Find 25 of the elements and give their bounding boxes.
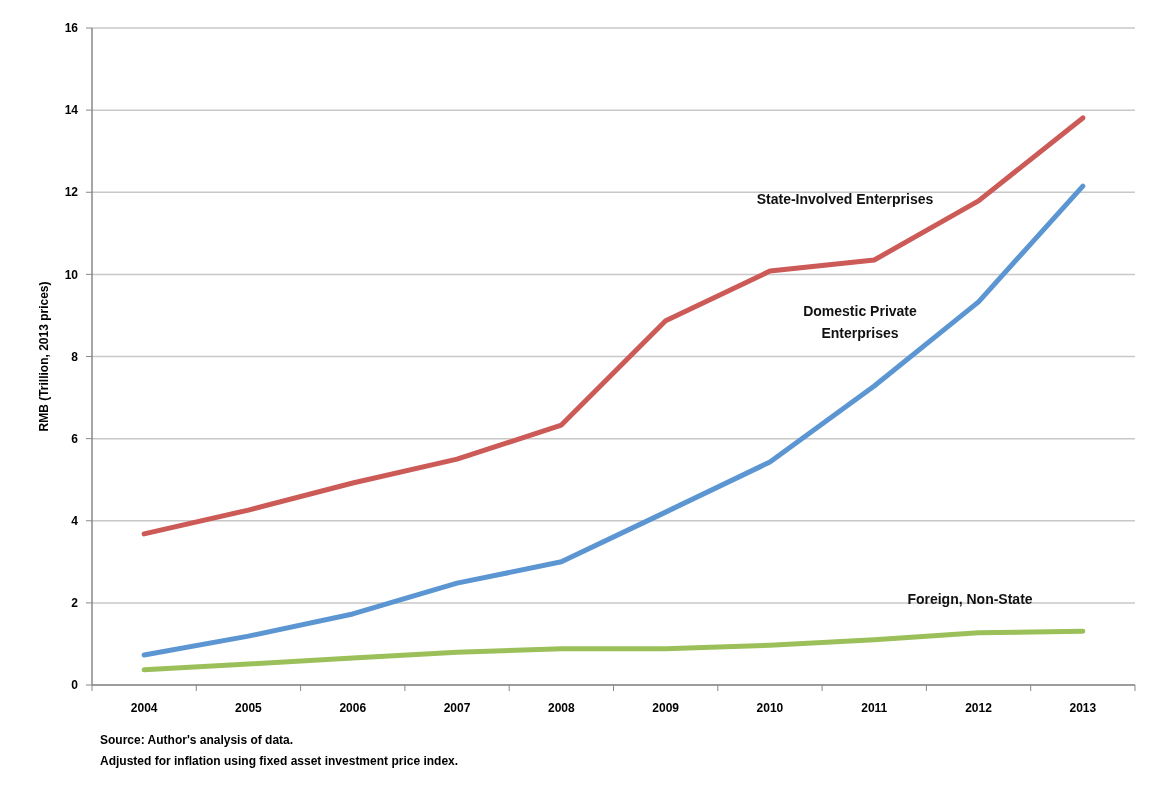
x-tick-label: 2010 [756,701,784,715]
y-tick-label: 4 [71,513,79,528]
y-tick-label: 16 [64,21,79,36]
series-label: Foreign, Non-State [907,591,1033,607]
text: Adjusted for inflation using fixed asset investment price index. [100,754,459,768]
x-tick-label: 2007 [443,701,471,715]
y-tick-label: 8 [71,349,79,364]
y-tick-label: 6 [71,431,79,446]
y-axis-title: RMB (Trillion, 2013 prices) [37,281,51,432]
source-note: Source: Author's analysis of data. [100,733,294,747]
y-tick-label: 14 [64,103,79,118]
x-tick-label: 2013 [1069,701,1097,715]
series-label: Domestic Private Enterprises [803,303,918,341]
y-tick-label: 10 [64,267,79,282]
x-tick-label: 2004 [130,701,158,715]
y-tick-label: 2 [71,596,79,611]
x-tick-label: 2012 [965,701,993,715]
x-tick-label: 2005 [235,701,263,715]
x-tick-label: 2011 [861,701,888,715]
series-label: State-Involved Enterprises [756,191,934,207]
x-tick-label: 2009 [652,701,680,715]
y-tick-label: 0 [71,678,79,693]
x-tick-label: 2008 [548,701,576,715]
y-tick-label: 12 [64,185,79,200]
x-tick-label: 2006 [339,701,367,715]
